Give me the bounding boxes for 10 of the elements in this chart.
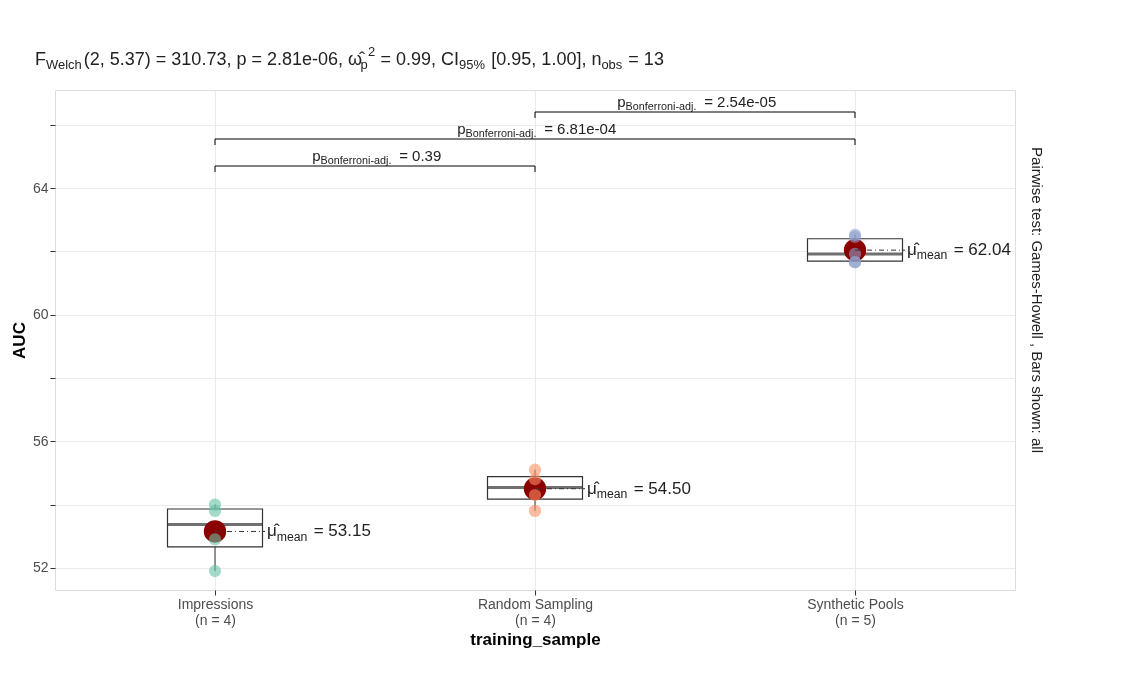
y-tick-label: 64 (32, 179, 49, 196)
x-tick-label: Synthetic Pools (n = 5) (807, 595, 904, 628)
y-tick-label: 56 (32, 432, 49, 449)
x-tick-label: Impressions (n = 4) (177, 595, 254, 628)
y-axis-title: AUC (9, 322, 29, 359)
y-tick-label: 60 (32, 306, 49, 323)
x-tick-label: Random Sampling (n = 4) (477, 595, 594, 628)
x-axis-title: training_sample (470, 629, 601, 649)
text: Pairwise test: Games-Howell , Bars shown: all (1029, 147, 1046, 453)
y-tick-label: 52 (32, 559, 49, 576)
